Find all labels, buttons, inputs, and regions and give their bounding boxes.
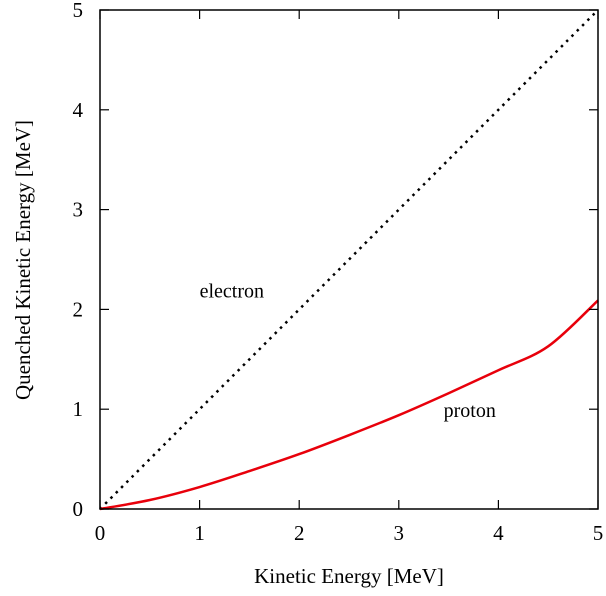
x-tick-label: 5	[593, 521, 604, 545]
x-tick-label: 4	[493, 521, 504, 545]
series-line-proton	[99, 299, 599, 511]
y-axis-label: Quenched Kinetic Energy [MeV]	[11, 120, 35, 400]
x-axis-label: Kinetic Energy [MeV]	[254, 564, 444, 588]
y-tick-label: 2	[73, 297, 84, 321]
plot-marks: electron proton	[99, 9, 599, 511]
y-tick-label: 3	[73, 198, 84, 222]
plot-frame	[99, 9, 599, 510]
y-tick-label: 5	[73, 0, 84, 22]
series-label-proton: proton	[444, 400, 496, 422]
x-tick-label: 2	[294, 521, 305, 545]
x-tick-label: 0	[95, 521, 106, 545]
x-tick-label: 3	[394, 521, 405, 545]
y-tick-label: 1	[73, 397, 84, 421]
x-tick-label: 1	[194, 521, 205, 545]
y-tick-label: 0	[73, 497, 84, 521]
y-tick-label: 4	[73, 98, 84, 122]
axis-ticks: 0 1 2 3 4 5 0 1 2 3 4 5	[73, 0, 604, 545]
series-label-electron: electron	[200, 280, 264, 302]
